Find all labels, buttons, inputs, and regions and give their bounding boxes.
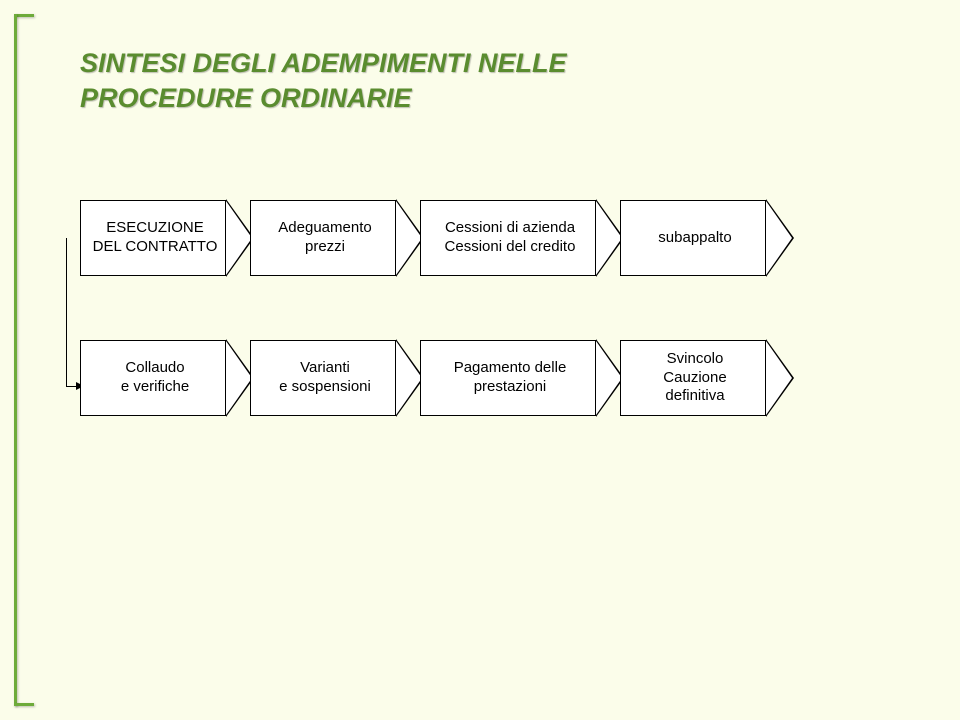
step-box: Collaudoe verifiche <box>80 340 226 416</box>
step-box: Cessioni di aziendaCessioni del credito <box>420 200 596 276</box>
flow-row-2: Collaudoe verifiche Variantie sospension… <box>80 340 766 416</box>
flow-row-1: ESECUZIONEDEL CONTRATTO Adeguamentoprezz… <box>80 200 766 276</box>
step-subappalto: subappalto <box>620 200 766 276</box>
step-box: ESECUZIONEDEL CONTRATTO <box>80 200 226 276</box>
frame-top <box>14 14 34 17</box>
step-arrow <box>766 199 794 277</box>
step-collaudo: Collaudoe verifiche <box>80 340 226 416</box>
step-adeguamento: Adeguamentoprezzi <box>250 200 396 276</box>
step-box: Adeguamentoprezzi <box>250 200 396 276</box>
step-box: subappalto <box>620 200 766 276</box>
step-arrow <box>766 339 794 417</box>
frame-bottom <box>14 703 34 706</box>
title-line-2: PROCEDURE ORDINARIE <box>80 83 412 113</box>
step-box: SvincoloCauzionedefinitiva <box>620 340 766 416</box>
step-pagamento: Pagamento delleprestazioni <box>420 340 596 416</box>
step-box: Pagamento delleprestazioni <box>420 340 596 416</box>
page-title: SINTESI DEGLI ADEMPIMENTI NELLE PROCEDUR… <box>80 46 880 115</box>
step-cessioni: Cessioni di aziendaCessioni del credito <box>420 200 596 276</box>
title-line-1: SINTESI DEGLI ADEMPIMENTI NELLE <box>80 48 567 78</box>
step-esecuzione: ESECUZIONEDEL CONTRATTO <box>80 200 226 276</box>
step-varianti: Variantie sospensioni <box>250 340 396 416</box>
frame-left <box>14 14 17 706</box>
connector-vertical <box>66 238 67 386</box>
step-svincolo: SvincoloCauzionedefinitiva <box>620 340 766 416</box>
step-box: Variantie sospensioni <box>250 340 396 416</box>
